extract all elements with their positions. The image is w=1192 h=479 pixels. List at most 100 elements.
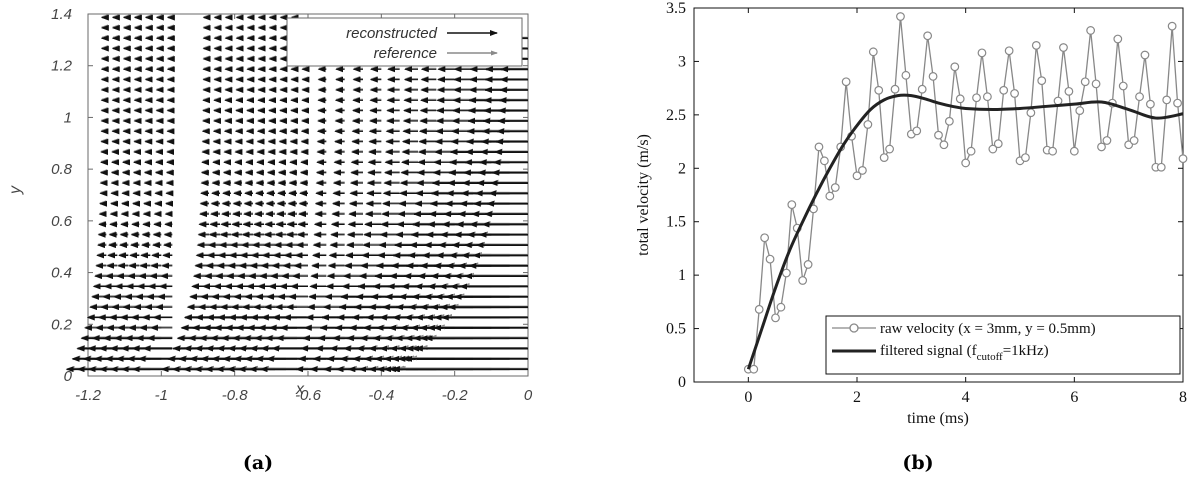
raw-velocity-point (1059, 43, 1068, 52)
raw-velocity-point (972, 93, 981, 103)
raw-velocity-point (760, 233, 770, 243)
raw-velocity-point (912, 126, 922, 136)
raw-velocity-point (1091, 79, 1101, 89)
raw-velocity-point (803, 260, 813, 269)
legend-label-raw-velocity: raw velocity (x = 3mm, y = 0.5mm) (880, 321, 1096, 337)
panel-a-x-tick-label: -0.6 (295, 387, 322, 404)
panel-a: -1.2 -1 -0.8 -0.6 -0.4 -0.2 0 0 0.2 0.4 0.6 0.8 1 1.2… (7, 6, 533, 474)
raw-velocity-point (879, 153, 889, 163)
raw-velocity-point (923, 31, 933, 41)
panel-b-x-tick-label: 8 (1179, 389, 1187, 406)
raw-velocity-point (771, 313, 780, 323)
raw-velocity-point (885, 144, 894, 154)
panel-b-legend: raw velocity (x = 3mm, y = 0.5mm) filter… (825, 315, 1181, 375)
panel-b-y-tick-label: 0.5 (666, 321, 686, 338)
panel-b-ticks: 0 2 4 6 8 0 0.5 1 1.5 2 2.5 3 3.5 (666, 0, 1187, 406)
panel-b-y-tick-label: 1.5 (666, 214, 686, 231)
legend-marker-raw-velocity (849, 323, 859, 333)
raw-velocity-point (765, 254, 775, 264)
panel-a-x-tick-label: -0.8 (222, 387, 249, 404)
raw-velocity-point (814, 142, 824, 152)
panel-a-x-tick-label: 0 (524, 387, 533, 404)
raw-velocity-point (1145, 99, 1155, 109)
raw-velocity-point (1086, 26, 1096, 35)
raw-velocity-point (1037, 76, 1047, 86)
raw-velocity-point (993, 139, 1003, 149)
raw-velocity-point (1080, 77, 1090, 87)
panel-b-y-tick-label: 2.5 (666, 107, 686, 124)
raw-velocity-point (977, 48, 987, 58)
panel-a-x-axis-label: x (295, 381, 305, 398)
raw-velocity-point (1167, 21, 1177, 31)
legend-filtered-prefix: filtered signal (f (880, 343, 977, 359)
raw-velocity-point (1162, 95, 1172, 105)
raw-velocity-point (825, 191, 835, 201)
raw-velocity-point (830, 183, 840, 192)
raw-velocity-point (1178, 154, 1188, 164)
raw-velocity-point (1140, 50, 1150, 60)
raw-velocity-point (917, 84, 927, 94)
raw-velocity-point (787, 200, 797, 210)
raw-velocity-point (858, 166, 867, 175)
panel-a-x-tick-label: -1 (155, 387, 168, 404)
panel-b-y-tick-label: 0 (678, 374, 686, 391)
raw-velocity-point (1026, 108, 1036, 118)
panel-b-x-tick-label: 4 (962, 389, 970, 406)
legend-label-reference: reference (374, 45, 437, 62)
panel-a-y-tick-label: 1.4 (51, 6, 72, 23)
panel-b-y-tick-label: 3 (678, 53, 686, 70)
raw-velocity-point (1004, 46, 1014, 56)
panel-a-ticks: -1.2 -1 -0.8 -0.6 -0.4 -0.2 0 0 0.2 0.4 0.6 0.8 1 1.2… (51, 6, 533, 404)
panel-b-y-axis-label: total velocity (m/s) (635, 134, 652, 256)
panel-a-caption: (a) (243, 452, 273, 474)
raw-velocity-point (1010, 89, 1019, 98)
raw-velocity-point (863, 120, 873, 129)
raw-velocity-point (950, 62, 960, 72)
panel-a-y-axis-label: y (7, 185, 24, 195)
panel-a-y-tick-label: 0.8 (51, 161, 73, 178)
panel-a-x-tick-label: -0.4 (368, 387, 394, 404)
raw-velocity-point (1053, 96, 1063, 106)
raw-velocity-point (874, 85, 884, 95)
legend-filtered-suffix: =1kHz) (1003, 343, 1049, 359)
panel-a-y-tick-label: 0.4 (51, 265, 72, 282)
panel-a-legend-box (286, 17, 523, 67)
panel-b-x-tick-label: 0 (744, 389, 752, 406)
panel-b-caption: (b) (902, 452, 933, 474)
raw-velocity-point (1021, 153, 1030, 163)
raw-velocity-point (1048, 146, 1057, 156)
panel-a-x-tick-label: -1.2 (75, 387, 102, 404)
raw-velocity-point (798, 276, 808, 285)
raw-velocity-point (1064, 86, 1074, 96)
legend-filtered-subscript: cutoff (977, 351, 1003, 363)
panel-a-y-tick-label: 1.2 (51, 58, 73, 75)
panel-a-y-tick-label: 0.6 (51, 213, 73, 230)
filtered-signal-line (746, 93, 1184, 370)
panel-b-x-axis-label: time (ms) (907, 410, 969, 427)
raw-velocity-point (1135, 92, 1144, 102)
raw-velocity-point (841, 77, 851, 87)
raw-velocity-point (939, 140, 949, 150)
raw-velocity-point (999, 85, 1009, 95)
raw-velocity-point (944, 116, 954, 126)
panel-a-y-tick-label: 0.2 (51, 316, 73, 333)
raw-velocity-point (1031, 41, 1041, 50)
raw-velocity-point (852, 171, 862, 181)
raw-velocity-point (781, 268, 791, 278)
raw-velocity-point (961, 158, 971, 168)
panel-b-legend-box (825, 315, 1181, 375)
legend-label-reconstructed: reconstructed (346, 25, 438, 42)
panel-a-legend: reconstructed reference (286, 17, 523, 67)
raw-velocity-point (1156, 162, 1166, 172)
raw-velocity-point (890, 84, 900, 94)
raw-velocity-point (1173, 98, 1182, 108)
raw-velocity-point (1069, 146, 1079, 156)
raw-velocity-point (1097, 142, 1106, 152)
raw-velocity-point (983, 92, 992, 102)
raw-velocity-point (749, 364, 759, 374)
panel-a-x-tick-label: -0.2 (442, 387, 469, 404)
raw-velocity-point (1102, 136, 1112, 145)
panel-b-y-tick-label: 3.5 (666, 0, 686, 17)
raw-velocity-point (820, 156, 829, 166)
